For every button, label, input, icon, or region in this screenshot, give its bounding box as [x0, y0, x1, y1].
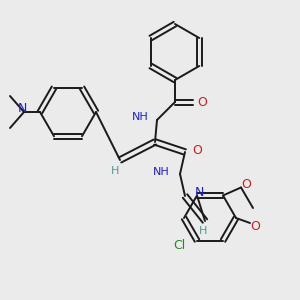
- Text: O: O: [197, 95, 207, 109]
- Text: H: H: [199, 226, 207, 236]
- Text: NH: NH: [153, 167, 170, 177]
- Text: NH: NH: [132, 112, 149, 122]
- Text: N: N: [195, 187, 204, 200]
- Text: N: N: [17, 103, 27, 116]
- Text: Cl: Cl: [173, 239, 185, 252]
- Text: O: O: [192, 143, 202, 157]
- Text: O: O: [241, 178, 251, 191]
- Text: H: H: [111, 166, 119, 176]
- Text: O: O: [250, 220, 260, 232]
